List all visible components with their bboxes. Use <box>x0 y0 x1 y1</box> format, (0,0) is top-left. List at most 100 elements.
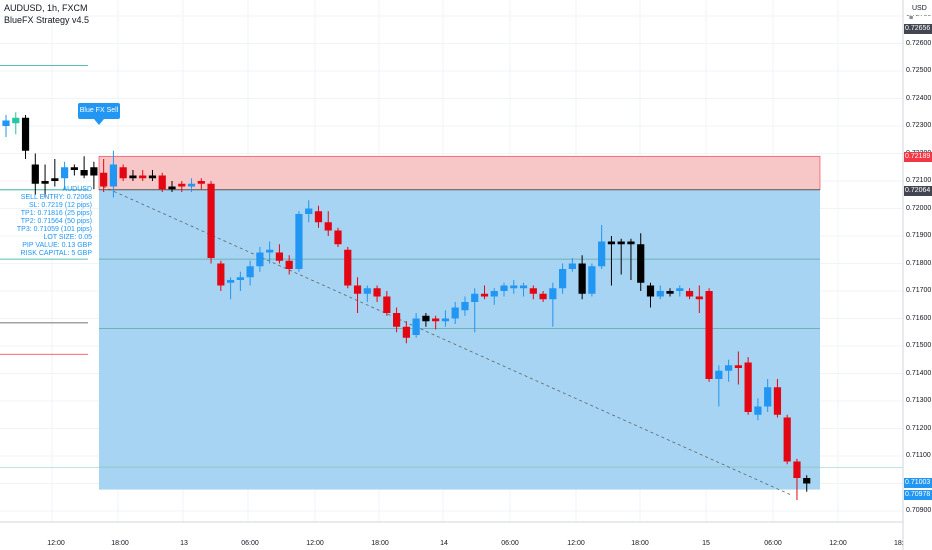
price-tick-label: 0.70900 <box>906 507 932 514</box>
price-tick-label: 0.72100 <box>906 177 932 184</box>
candle-body <box>500 285 508 291</box>
candle-body <box>21 117 30 151</box>
take-profit-zone <box>99 189 820 490</box>
candle-body <box>383 296 391 313</box>
time-tick-label: 18:00 <box>371 540 389 547</box>
candle-body <box>60 167 69 179</box>
info-line: AUDUSD <box>62 186 92 193</box>
price-tick-label: 0.72000 <box>906 204 932 212</box>
candle-body <box>51 178 59 181</box>
candle-body <box>70 167 78 170</box>
time-tick-label: 12:00 <box>829 540 847 547</box>
price-tick-label: 0.71600 <box>906 314 932 322</box>
candle-body <box>295 214 303 269</box>
candle-body <box>178 183 186 187</box>
candle-body <box>471 293 479 302</box>
candle-body <box>246 266 254 278</box>
currency-label[interactable]: USD <box>912 5 927 12</box>
axis-menu-icon[interactable]: ≡ <box>909 15 914 22</box>
candle-body <box>353 285 362 294</box>
price-tick-label: 0.71100 <box>906 452 931 459</box>
candle-body <box>12 117 20 124</box>
candle-body <box>695 296 703 300</box>
candle-body <box>236 277 244 280</box>
price-tick-label: 0.71800 <box>906 259 932 267</box>
candle-body <box>773 387 782 415</box>
candle-body <box>275 252 284 261</box>
candle-body <box>451 307 459 319</box>
price-tick-label: 0.72300 <box>906 122 932 129</box>
info-line: PIP VALUE: 0.13 GBP <box>22 242 92 249</box>
time-tick-label: 12:00 <box>306 540 324 547</box>
candle-body <box>764 387 772 407</box>
price-tick-label: 0.71500 <box>906 342 932 349</box>
candle-body <box>734 365 742 368</box>
candle-body <box>490 291 498 297</box>
candle-body <box>100 172 108 187</box>
time-tick-label: 15 <box>702 540 710 547</box>
candle-body <box>158 175 166 190</box>
time-tick-label: 18:00 <box>631 540 649 547</box>
candle-body <box>637 244 645 283</box>
candle-body <box>266 249 274 253</box>
candle-body <box>744 362 752 412</box>
info-line: RISK CAPITAL: 5 GBP <box>20 250 92 257</box>
candle-body <box>529 288 537 294</box>
price-badge: 0.72189 <box>904 151 932 162</box>
candle-body <box>393 313 401 327</box>
candle-body <box>646 285 655 297</box>
candle-body <box>41 181 49 184</box>
candle-body <box>285 260 293 269</box>
left-level-markers <box>0 65 88 355</box>
candle-body <box>217 263 225 286</box>
info-line: TP3: 0.71059 (101 pips) <box>16 226 92 233</box>
candle-body <box>598 241 606 267</box>
price-tick-label: 0.71700 <box>906 287 932 294</box>
time-tick-label: 12:00 <box>567 540 585 547</box>
price-badge: 0.71003 <box>904 477 932 488</box>
candle-body <box>324 222 332 231</box>
candle-body <box>441 318 450 322</box>
candle-body <box>783 417 791 462</box>
symbol-title[interactable]: AUDUSD, 1h, FXCM <box>4 3 88 13</box>
time-tick-label: 06:00 <box>501 540 519 547</box>
candle-body <box>187 183 196 187</box>
time-tick-label: 18: <box>894 540 904 547</box>
candle-body <box>607 241 616 245</box>
price-badge: 0.72064 <box>904 185 932 196</box>
candle-body <box>109 164 118 187</box>
trade-info-panel: AUDUSD SELL ENTRY: 0.72068 SL: 0.7219 (12 … <box>17 186 92 258</box>
signal-label: Blue FX Sell <box>78 103 120 119</box>
candle-body <box>90 167 98 176</box>
candle-body <box>129 175 137 179</box>
price-badge: 0.72656 <box>904 24 932 34</box>
candle-body <box>207 183 215 258</box>
candle-body <box>344 249 352 286</box>
stop-loss-zone <box>98 155 821 191</box>
candle-body <box>402 326 410 338</box>
candle-body <box>197 181 205 184</box>
candlesticks <box>2 112 811 500</box>
candle-body <box>627 241 635 245</box>
candle-body <box>754 406 762 415</box>
candle-body <box>568 263 576 269</box>
time-tick-label: 06:00 <box>241 540 259 547</box>
price-badge: 0.70978 <box>904 489 932 500</box>
candle-body <box>412 318 420 335</box>
candle-body <box>539 293 547 300</box>
candle-body <box>705 291 713 379</box>
candle-body <box>725 365 733 371</box>
indicator-title[interactable]: BlueFX Strategy v4.5 <box>4 15 90 25</box>
candle-body <box>119 167 127 179</box>
time-tick-label: 14 <box>440 540 448 547</box>
info-line: TP2: 0.71564 (50 pips) <box>20 218 92 225</box>
price-tick-label: 0.72700 <box>906 11 932 18</box>
price-tick-label: 0.72600 <box>906 39 932 47</box>
candle-body <box>656 291 664 297</box>
candle-body <box>305 208 313 214</box>
candle-body <box>256 252 264 267</box>
candle-body <box>578 263 586 294</box>
time-tick-label: 18:00 <box>111 540 129 547</box>
candle-body <box>373 288 381 297</box>
